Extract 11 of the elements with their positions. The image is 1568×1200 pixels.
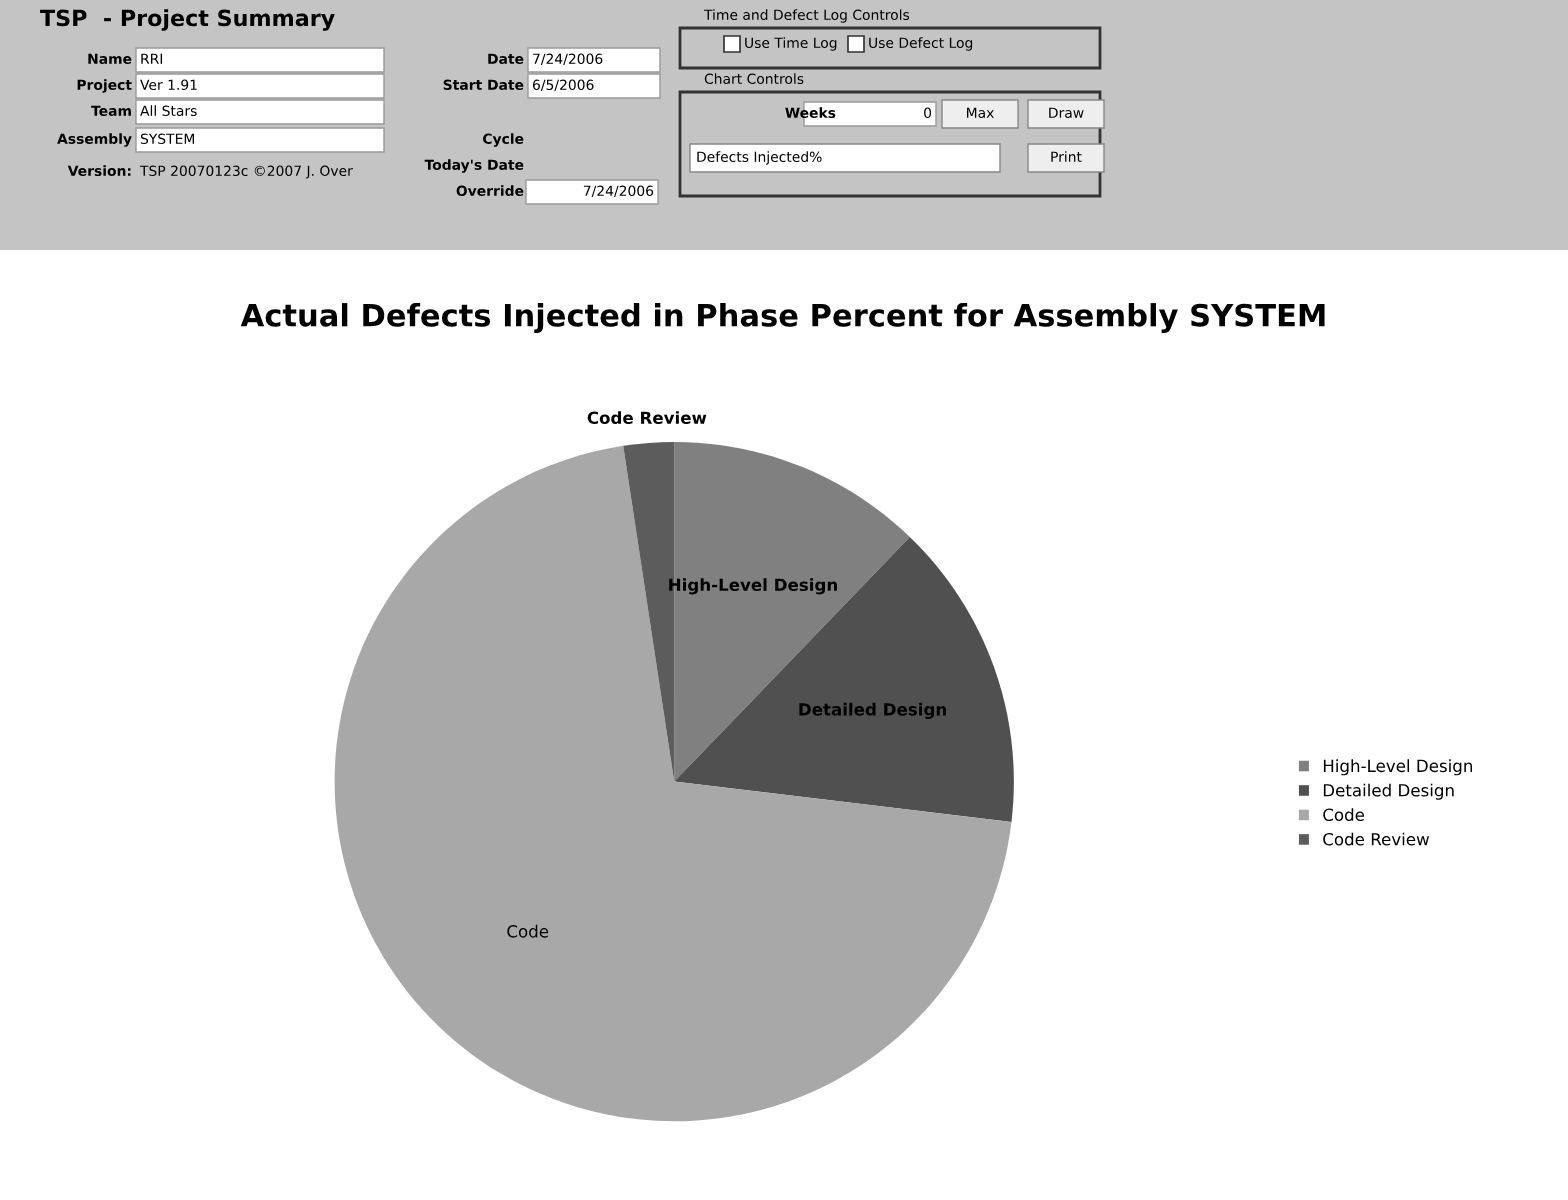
pie-slice: [334, 445, 1012, 1122]
slice-label: Code: [507, 924, 549, 938]
legend-label: High-Level Design: [1323, 759, 1473, 776]
slice-label: High-Level Design: [669, 578, 837, 595]
slice-label: Detailed Design: [799, 702, 946, 720]
slice-label: Code Review: [587, 411, 707, 425]
legend-label: Detailed Design: [1323, 783, 1454, 800]
legend-label: Code Review: [1323, 832, 1429, 846]
chart-title: Actual Defects Injected in Phase Percent for Assembly SYSTEM: [240, 303, 1325, 333]
text: TSP - Project Summary: [40, 9, 335, 31]
legend-label: Code: [1323, 808, 1365, 822]
